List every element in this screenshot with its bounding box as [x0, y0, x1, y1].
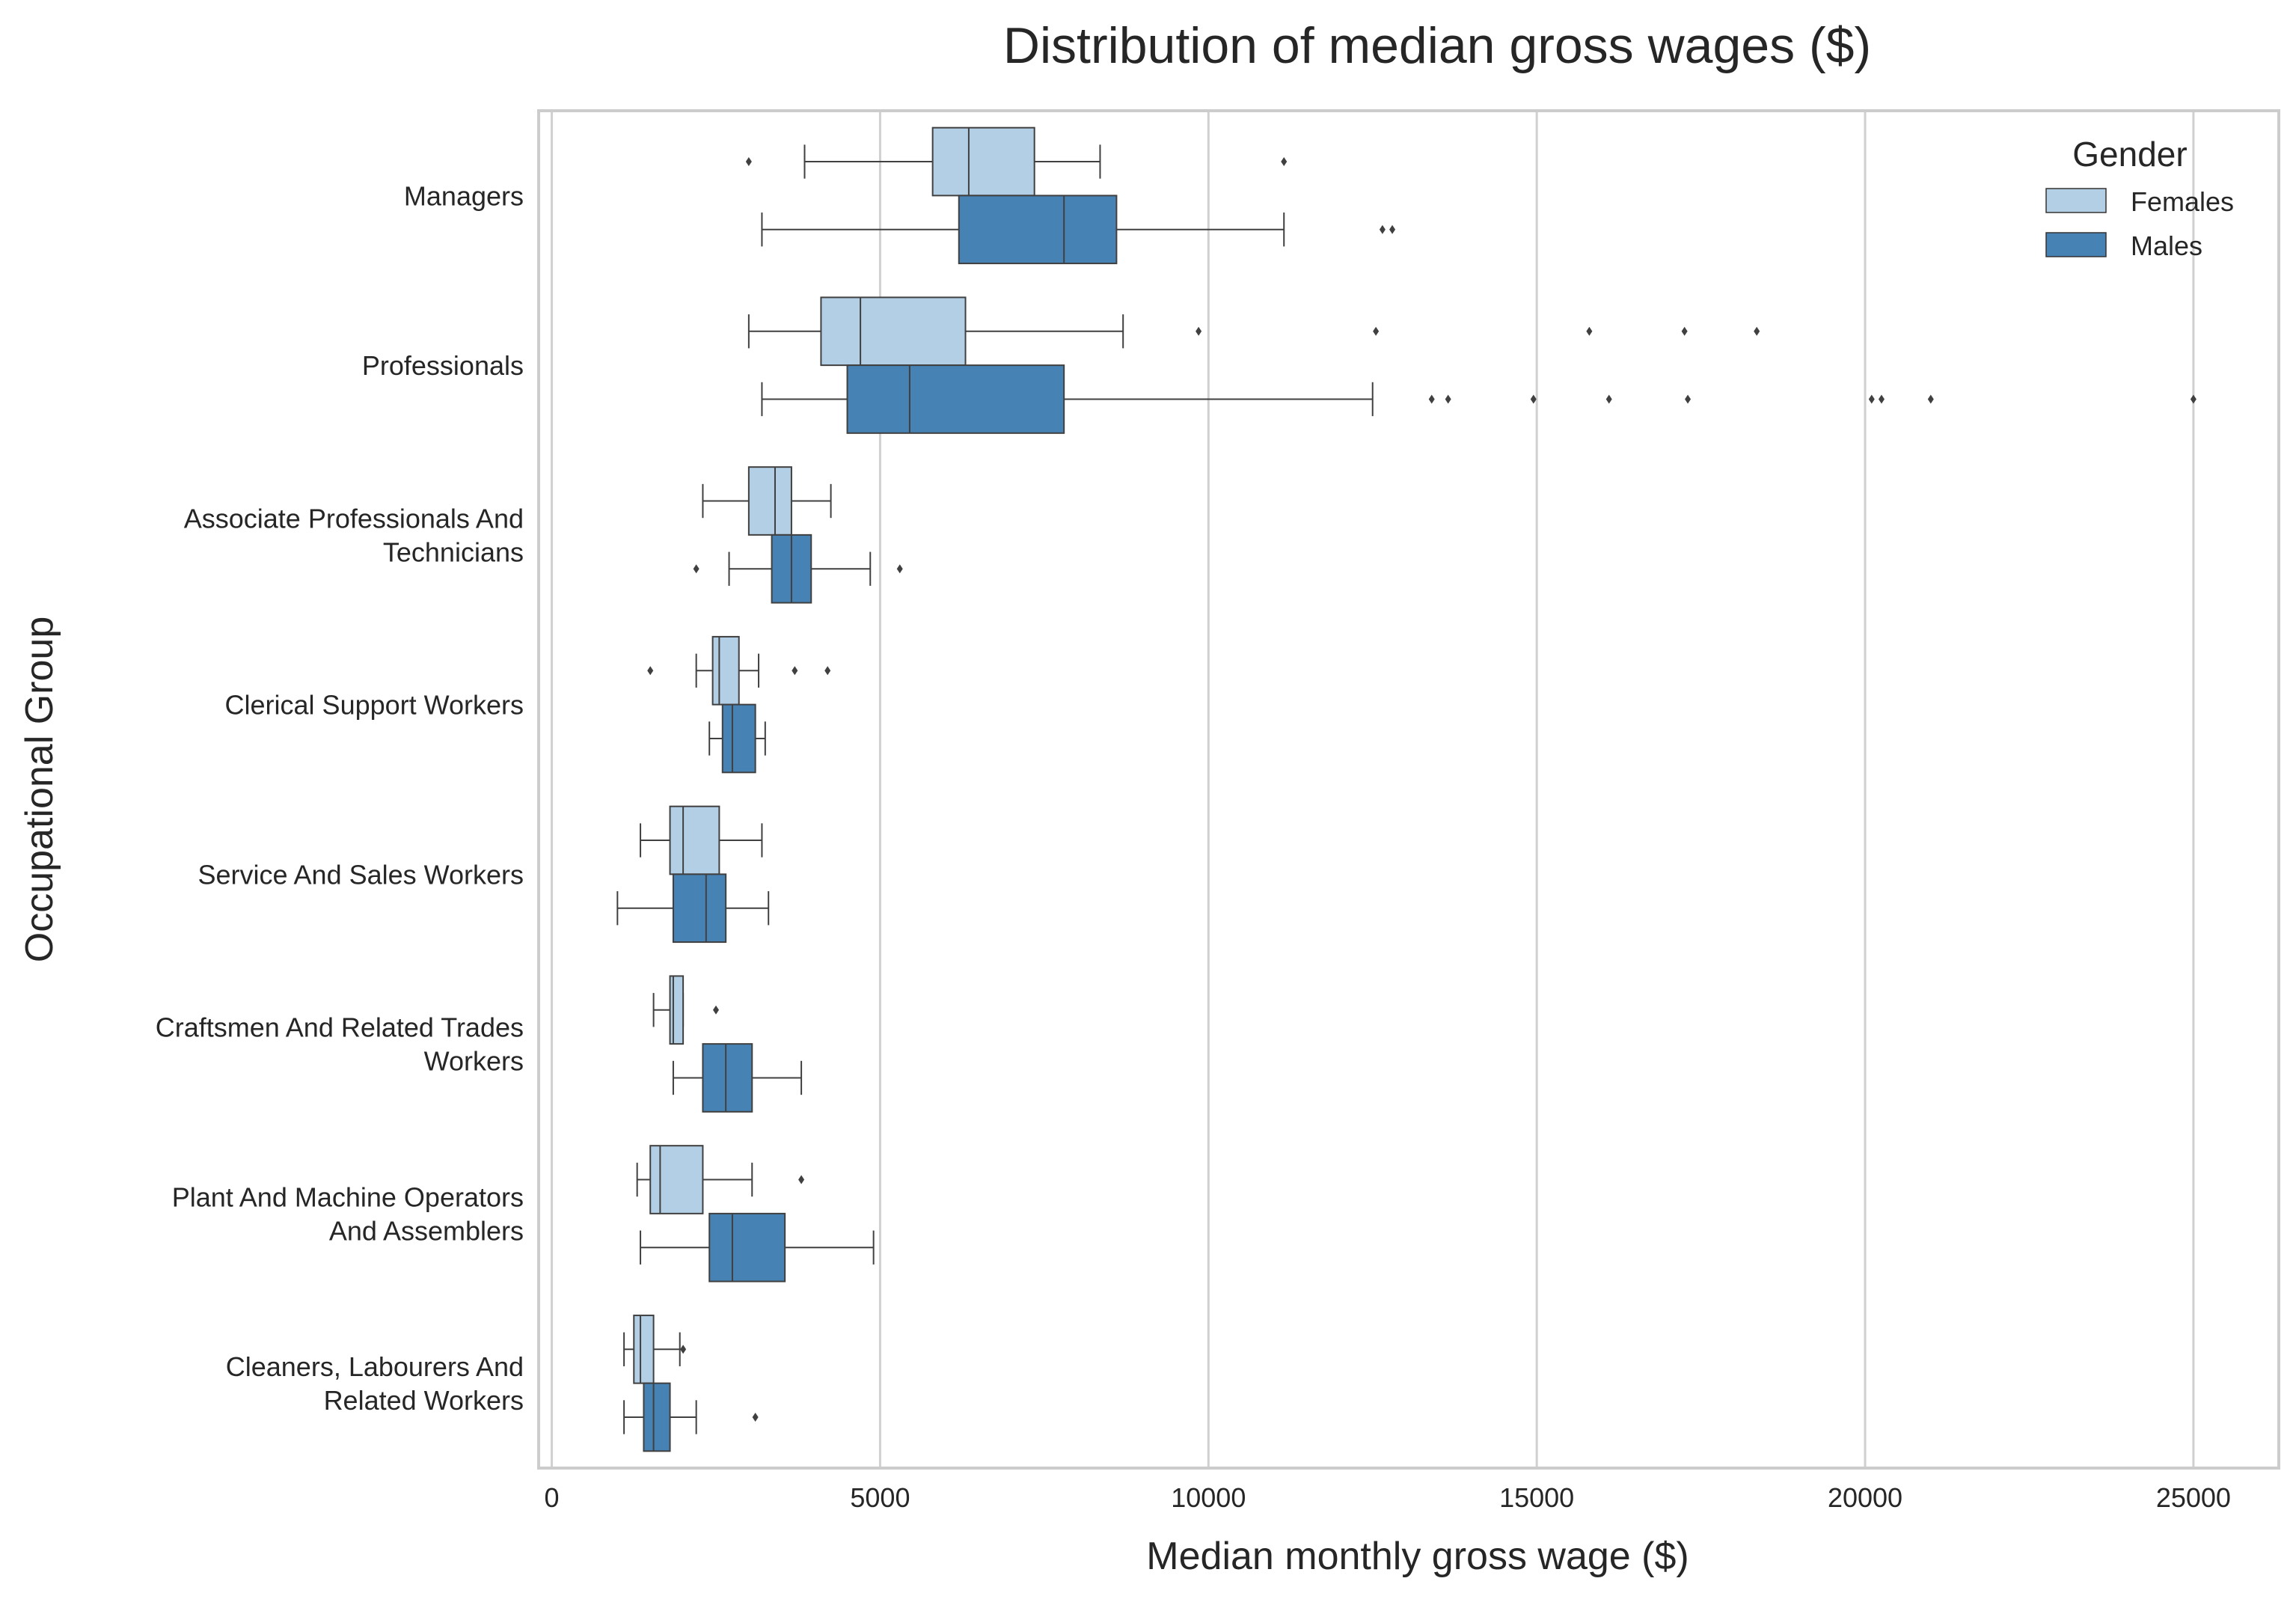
outlier-point: [1445, 394, 1451, 404]
x-tick-label: 20000: [1828, 1482, 1902, 1513]
outlier-point: [1196, 326, 1202, 336]
y-tick-label: Managers: [404, 180, 524, 211]
x-tick-label: 10000: [1171, 1482, 1246, 1513]
outlier-point: [1878, 394, 1885, 404]
y-tick-label: Cleaners, Labourers And: [226, 1351, 524, 1382]
outlier-point: [1389, 224, 1396, 234]
outlier-point: [1754, 326, 1760, 336]
legend-title: Gender: [2072, 135, 2187, 174]
outlier-point: [792, 666, 798, 676]
legend-label-females: Females: [2131, 186, 2234, 217]
y-tick-label: Service And Sales Workers: [198, 859, 524, 890]
x-axis-label: Median monthly gross wage ($): [1146, 1535, 1689, 1578]
y-tick-label: And Assemblers: [329, 1215, 524, 1246]
outlier-point: [1927, 394, 1934, 404]
outlier-point: [1681, 326, 1688, 336]
x-tick-labels: 0 5000 10000 15000 20000 25000: [545, 1482, 2231, 1513]
box-iqr: [846, 364, 1065, 434]
y-tick-label: Associate Professionals And: [184, 503, 524, 534]
box-iqr: [702, 1043, 753, 1113]
y-tick-label: Technicians: [383, 536, 524, 567]
box-iqr: [708, 1212, 786, 1283]
outlier-point: [1428, 394, 1435, 404]
outlier-point: [1373, 326, 1380, 336]
y-tick-labels: Managers Professionals Associate Professio…: [156, 180, 524, 1416]
y-tick-label: Workers: [424, 1046, 524, 1077]
outlier-point: [2190, 394, 2196, 404]
x-tick-label: 5000: [850, 1482, 910, 1513]
outlier-point: [1685, 394, 1692, 404]
outlier-point: [1379, 224, 1386, 234]
x-tick-label: 15000: [1499, 1482, 1574, 1513]
box-iqr: [643, 1382, 671, 1452]
outlier-point: [1281, 157, 1288, 167]
outlier-point: [647, 666, 654, 676]
legend: Gender Females Males: [2045, 135, 2234, 261]
box-iqr: [931, 126, 1035, 197]
outlier-point: [1586, 326, 1593, 336]
y-axis-label: Occupational Group: [18, 617, 61, 963]
box-iqr: [711, 635, 740, 706]
box-iqr: [669, 975, 685, 1045]
box-iqr: [958, 195, 1118, 265]
box-iqr: [721, 703, 756, 774]
x-tick-label: 0: [545, 1482, 560, 1513]
box-iqr: [672, 873, 727, 944]
outlier-point: [798, 1175, 805, 1184]
outlier-point: [896, 564, 903, 574]
x-tick-label: 25000: [2156, 1482, 2231, 1513]
outlier-point: [712, 1005, 719, 1015]
legend-swatch-females: [2045, 188, 2107, 213]
y-tick-label: Professionals: [362, 350, 524, 381]
legend-swatch-males: [2045, 232, 2107, 257]
y-tick-label: Plant And Machine Operators: [172, 1181, 524, 1212]
chart-title: Distribution of median gross wages ($): [1003, 17, 1871, 74]
box-layer: [616, 126, 2196, 1452]
outlier-point: [1605, 394, 1612, 404]
outlier-point: [752, 1412, 759, 1422]
outlier-point: [1868, 394, 1875, 404]
outlier-point: [1530, 394, 1537, 404]
box-iqr: [669, 805, 720, 875]
outlier-point: [680, 1345, 687, 1354]
outlier-point: [745, 157, 752, 167]
box-iqr: [649, 1145, 704, 1214]
box-iqr: [820, 296, 967, 367]
legend-label-males: Males: [2131, 230, 2202, 261]
box-iqr: [747, 466, 792, 536]
plot-frame: [537, 109, 2280, 1470]
y-tick-label: Craftsmen And Related Trades: [156, 1012, 524, 1043]
y-tick-label: Clerical Support Workers: [225, 690, 524, 721]
outlier-point: [693, 564, 699, 574]
box-iqr: [633, 1314, 655, 1384]
outlier-point: [824, 666, 831, 676]
y-tick-label: Related Workers: [324, 1385, 524, 1416]
